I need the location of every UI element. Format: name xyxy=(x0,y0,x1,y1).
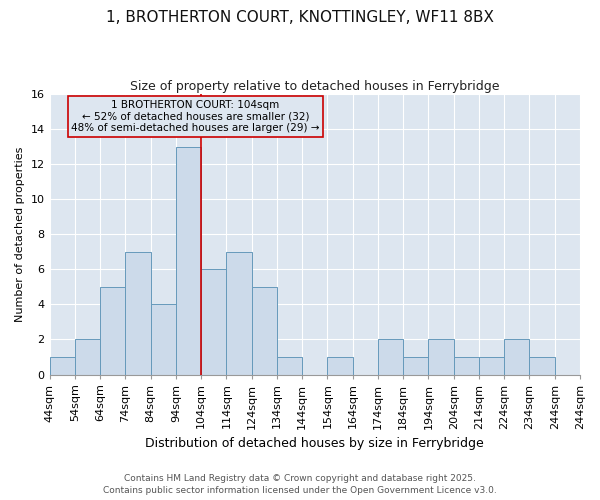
Bar xyxy=(251,287,277,374)
Bar xyxy=(277,357,302,374)
Bar xyxy=(529,357,555,374)
Text: 1, BROTHERTON COURT, KNOTTINGLEY, WF11 8BX: 1, BROTHERTON COURT, KNOTTINGLEY, WF11 8… xyxy=(106,10,494,25)
Bar xyxy=(403,357,428,374)
Bar xyxy=(328,357,353,374)
Bar xyxy=(378,340,403,374)
Bar xyxy=(125,252,151,374)
Bar xyxy=(201,270,226,374)
X-axis label: Distribution of detached houses by size in Ferrybridge: Distribution of detached houses by size … xyxy=(145,437,484,450)
Bar xyxy=(226,252,251,374)
Y-axis label: Number of detached properties: Number of detached properties xyxy=(15,146,25,322)
Bar xyxy=(428,340,454,374)
Bar xyxy=(176,146,201,374)
Text: 1 BROTHERTON COURT: 104sqm
← 52% of detached houses are smaller (32)
48% of semi: 1 BROTHERTON COURT: 104sqm ← 52% of deta… xyxy=(71,100,320,133)
Bar xyxy=(504,340,529,374)
Title: Size of property relative to detached houses in Ferrybridge: Size of property relative to detached ho… xyxy=(130,80,500,93)
Bar xyxy=(50,357,75,374)
Bar xyxy=(151,304,176,374)
Text: Contains HM Land Registry data © Crown copyright and database right 2025.
Contai: Contains HM Land Registry data © Crown c… xyxy=(103,474,497,495)
Bar xyxy=(75,340,100,374)
Bar xyxy=(479,357,504,374)
Bar xyxy=(100,287,125,374)
Bar xyxy=(454,357,479,374)
